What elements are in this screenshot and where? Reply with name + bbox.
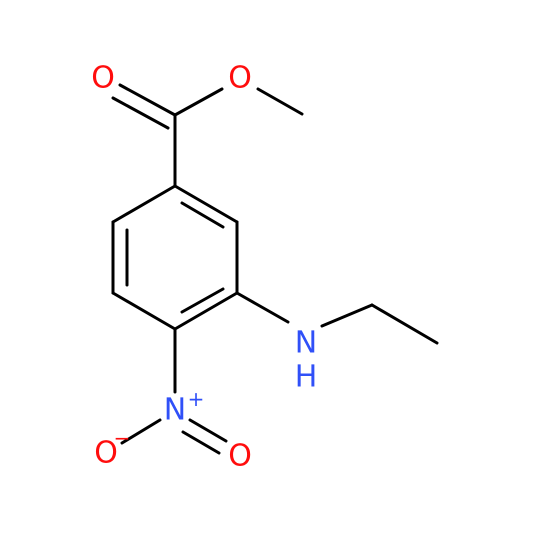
bond (120, 418, 162, 445)
bond (181, 430, 221, 455)
bonds (111, 83, 439, 455)
bond (235, 291, 290, 324)
atom-label: H (295, 360, 318, 395)
bond (173, 87, 224, 117)
bond (173, 184, 239, 224)
bond (111, 96, 170, 130)
bond-inner (180, 287, 225, 314)
bond (118, 83, 177, 117)
bond (111, 291, 177, 331)
atom-labels: O O N H N + O − O (91, 61, 317, 474)
bond-inner (180, 201, 225, 229)
bond (320, 303, 374, 328)
atom-label: O (228, 439, 252, 474)
bond (173, 291, 239, 331)
bond (370, 303, 439, 345)
atom-label: N (295, 326, 317, 361)
bond (188, 418, 228, 443)
bond (256, 87, 304, 116)
atom-label: N (164, 393, 186, 428)
atom-label: O (94, 436, 118, 471)
charge: − (114, 426, 131, 450)
charge: + (188, 387, 205, 411)
atom-label: O (91, 61, 115, 96)
bond (111, 184, 177, 224)
atom-label: O (228, 61, 252, 96)
